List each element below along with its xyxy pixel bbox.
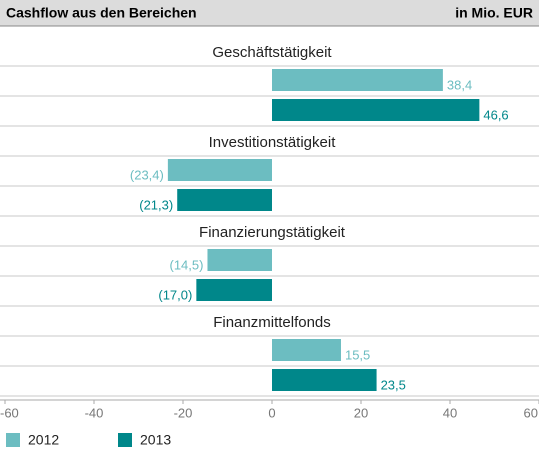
bar [167, 159, 272, 181]
bar [272, 369, 377, 391]
bar [177, 189, 272, 211]
bar [272, 339, 341, 361]
bar [272, 69, 443, 91]
value-label: (14,5) [170, 257, 204, 272]
legend-swatch [118, 433, 132, 447]
value-label: 23,5 [381, 377, 406, 392]
value-label: (21,3) [139, 197, 173, 212]
group-title: Finanzmittelfonds [213, 314, 331, 331]
group-title: Finanzierungstätigkeit [199, 224, 346, 241]
value-label: 38,4 [447, 77, 472, 92]
x-tick-label: 20 [354, 405, 368, 420]
x-tick-label: 40 [443, 405, 457, 420]
bar [196, 279, 272, 301]
x-tick-label: -40 [85, 405, 104, 420]
chart-title: Cashflow aus den Bereichen [6, 5, 197, 21]
x-tick-label: -20 [174, 405, 193, 420]
bar [207, 249, 272, 271]
x-tick-label: 0 [268, 405, 275, 420]
legend-swatch [6, 433, 20, 447]
bar [272, 99, 480, 121]
value-label: (17,0) [158, 287, 192, 302]
legend-label: 2012 [28, 432, 59, 448]
legend-label: 2013 [140, 432, 171, 448]
value-label: (23,4) [130, 167, 164, 182]
value-label: 15,5 [345, 347, 370, 362]
group-title: Geschäftstätigkeit [212, 44, 332, 61]
value-label: 46,6 [483, 107, 508, 122]
x-tick-label: -60 [0, 405, 19, 420]
header-bar [0, 0, 539, 26]
group-title: Investitionstätigkeit [209, 134, 337, 151]
x-tick-label: 60 [524, 405, 538, 420]
unit-label: in Mio. EUR [455, 5, 533, 21]
